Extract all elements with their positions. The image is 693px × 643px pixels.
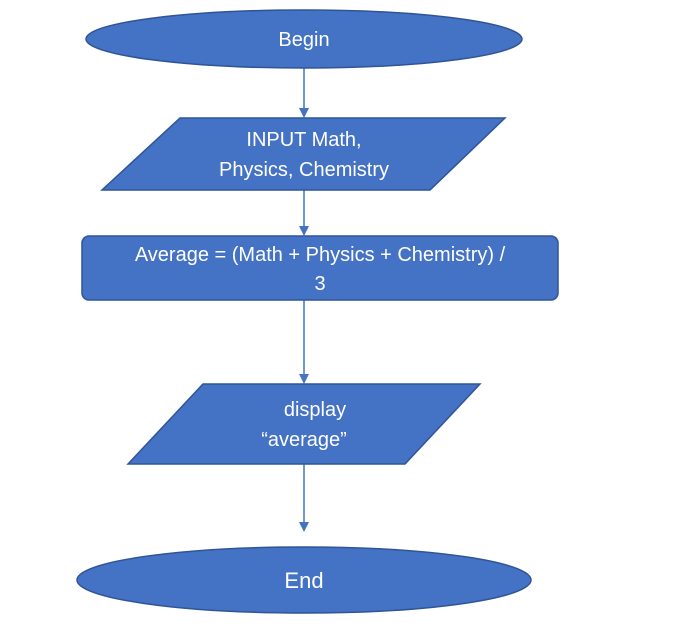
process-label-line1: Average = (Math + Physics + Chemistry) / — [135, 244, 506, 266]
input-shape — [100, 117, 507, 191]
display-label-line2: “average” — [261, 429, 347, 451]
display-label-line1: display — [284, 399, 346, 421]
end-terminator: End — [76, 546, 532, 614]
input-label-line2: Physics, Chemistry — [219, 159, 389, 181]
display-shape — [126, 383, 482, 465]
end-ellipse — [76, 546, 532, 614]
begin-ellipse — [85, 9, 523, 69]
begin-terminator: Begin — [85, 9, 523, 69]
end-label: End — [284, 568, 323, 593]
input-parallelogram: INPUT Math, Physics, Chemistry — [100, 117, 507, 191]
process-rect — [81, 235, 559, 301]
begin-label: Begin — [278, 29, 329, 51]
process-box: Average = (Math + Physics + Chemistry) /… — [81, 235, 559, 301]
input-label-line1: INPUT Math, — [246, 129, 361, 151]
process-label-line2: 3 — [314, 273, 325, 295]
display-parallelogram: display “average” — [126, 383, 482, 465]
